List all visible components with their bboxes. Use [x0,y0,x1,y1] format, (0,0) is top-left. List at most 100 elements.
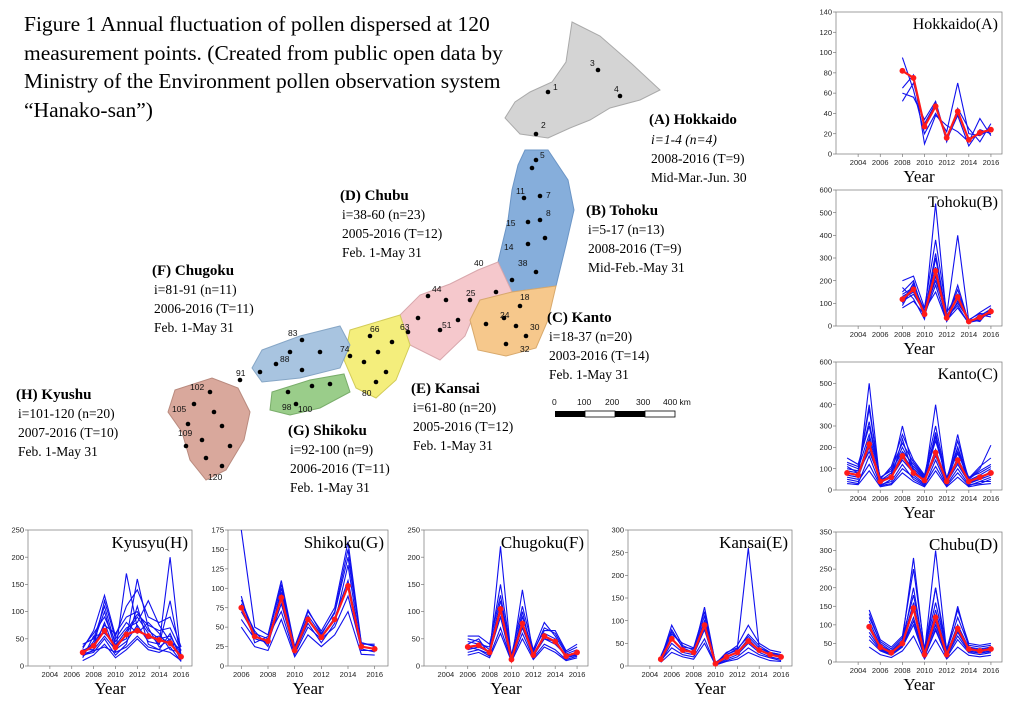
mean-point [932,103,939,110]
y-tick-label: 25 [216,642,224,651]
mean-point [265,638,271,645]
svg-text:66: 66 [370,324,380,334]
mean-point [519,620,526,627]
mean-point [90,642,97,649]
mean-point [101,627,108,634]
mean-point [988,126,994,133]
mean-point [910,75,917,81]
mean-point [278,594,285,601]
y-tick-label: 60 [824,89,832,98]
x-axis-label: Year [903,339,935,358]
series-line [660,642,782,666]
svg-text:40: 40 [474,258,484,268]
chart-hokkaido: 0 20 40 60 80 100 120 140 2004 2006 2008 2010 2012 20… [812,4,1008,186]
chart-svg: 0 50 100 150 200 250 300 2004 2006 2008 2010 2012 20… [611,526,793,698]
x-tick-label: 2016 [983,330,1000,339]
mean-point [910,605,917,612]
mean-point [657,656,664,663]
y-tick-label: 120 [819,28,832,37]
chart-title: Kansai(E) [719,533,788,552]
y-tick-label: 175 [211,526,224,535]
x-tick-label: 2008 [894,330,911,339]
y-tick-label: 100 [407,607,420,616]
mean-point [79,649,86,656]
scale-tick: 0 [552,397,557,407]
x-tick-label: 2016 [983,158,1000,167]
y-tick-label: 300 [819,546,832,555]
region-kansai-shape [343,314,411,399]
mean-point [921,477,928,484]
region-period: Feb. 1-May 31 [342,245,422,260]
y-tick-label: 125 [211,564,224,573]
mean-point [778,654,784,660]
x-axis-label: Year [94,679,126,698]
y-tick-label: 140 [819,8,832,17]
y-tick-label: 200 [611,571,624,580]
mean-point [723,654,730,660]
y-tick-label: 0 [828,150,832,159]
mean-point [156,636,163,643]
mean-point [305,616,311,623]
series-line [82,635,182,662]
x-tick-label: 2006 [459,670,476,679]
region-index: i=101-120 (n=20) [18,406,115,421]
series-line [82,638,182,662]
plot-frame [227,529,389,667]
mean-point [552,638,559,645]
mean-point [965,646,972,652]
svg-text:30: 30 [530,322,540,332]
mean-point [943,134,950,141]
svg-text:44: 44 [432,284,442,294]
chart-title: Chugoku(F) [501,533,584,552]
region-period: Feb. 1-May 31 [549,367,629,382]
mean-point [358,643,365,650]
region-range: 2008-2016 (T=9) [651,151,744,166]
mean-point [134,627,141,634]
mean-point [508,656,515,663]
chart-svg: 0 100 200 300 400 500 600 2004 2006 2008 2010 2012 2… [819,186,1003,358]
series-line [82,610,182,655]
region-chugoku-shape [251,325,351,383]
mean-point [976,647,983,654]
chart-svg: 0 50 100 150 200 250 2004 2006 2008 2010 2012 2014 2… [11,526,193,698]
svg-text:105: 105 [172,404,186,414]
mean-point [965,136,972,143]
x-tick-label: 2012 [313,670,330,679]
mean-point [965,318,972,325]
y-tick-label: 150 [819,602,832,611]
scale-tick: 400 km [663,397,691,407]
x-tick-label: 2010 [916,494,933,503]
mean-point [910,286,917,293]
x-tick-label: 2008 [894,158,911,167]
region-label-G: (G) Shikoku i=92-100 (n=9) 2006-2016 (T=… [288,423,390,495]
region-range: 2008-2016 (T=9) [588,241,681,256]
x-tick-label: 2004 [850,494,867,503]
mean-point [954,108,961,115]
mean-point [866,623,873,630]
y-tick-label: 600 [819,358,832,367]
station-numbers: 1 2 3 4 5 7 11 8 15 14 38 40 18 24 30 32 25 44 51 63 66… [172,58,619,482]
x-tick-label: 2006 [872,330,889,339]
x-tick-label: 2010 [916,158,933,167]
svg-text:25: 25 [466,288,476,298]
y-tick-label: 200 [819,443,832,452]
y-tick-label: 200 [11,553,24,562]
y-tick-label: 0 [20,662,24,671]
region-title: (G) Shikoku [288,423,367,439]
x-tick-label: 2006 [872,666,889,675]
mean-point [318,634,325,641]
chart-svg: 0 25 50 75 100 125 150 175 2006 2008 2010 2012 2014 2… [211,526,389,698]
x-tick-label: 2012 [938,494,955,503]
mean-point [976,474,983,481]
region-label-B: (B) Tohoku i=5-17 (n=13) 2008-2016 (T=9)… [586,203,685,275]
svg-text:63: 63 [400,322,410,332]
svg-text:83: 83 [288,328,298,338]
mean-line [82,628,182,658]
mean-point [932,614,939,621]
region-kanto-shape [469,285,557,357]
x-tick-label: 2008 [85,670,102,679]
y-tick-label: 100 [819,48,832,57]
y-tick-label: 300 [819,254,832,263]
chart-kansai: 0 50 100 150 200 250 300 2004 2006 2008 2010 2012 20… [604,522,798,698]
series-line [240,610,375,658]
